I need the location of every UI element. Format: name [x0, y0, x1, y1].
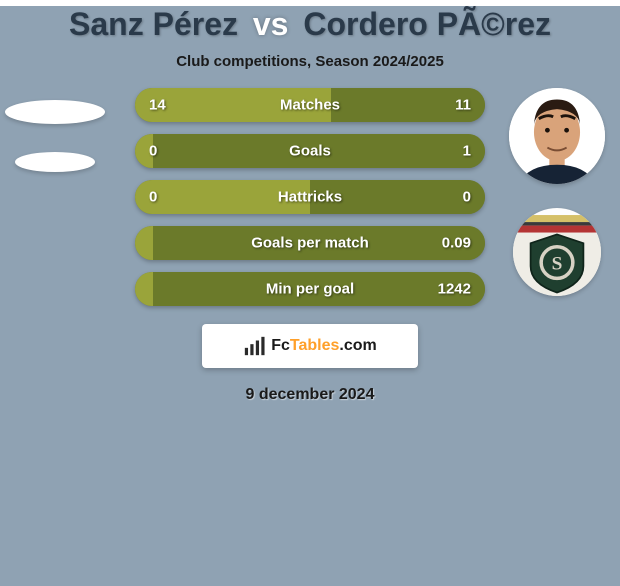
stat-row: Goals per match 0.09 [135, 226, 485, 260]
stat-label: Min per goal [266, 281, 354, 298]
logo-tables: Tables [290, 337, 340, 354]
left-avatar-column [0, 88, 110, 172]
svg-text:S: S [552, 254, 563, 275]
bar-chart-icon [243, 335, 265, 357]
fctables-text: FcTables.com [271, 337, 377, 355]
comparison-content: S 14 Matches 11 0 Goals 1 0 Hattricks 0 Goals per… [0, 88, 620, 306]
fctables-badge: FcTables.com [202, 324, 418, 368]
stat-left-value: 14 [149, 97, 166, 114]
face-icon [509, 88, 605, 184]
left-club-placeholder [15, 152, 95, 172]
logo-dotcom: .com [339, 337, 376, 354]
page: Sanz Pérez vs Cordero PÃ©rez Club compet… [0, 6, 620, 586]
club-shield-icon: S [513, 208, 601, 296]
stat-right-value: 1 [463, 143, 471, 160]
bar-left-segment [135, 226, 153, 260]
stat-row: 0 Hattricks 0 [135, 180, 485, 214]
stat-label: Goals [289, 143, 331, 160]
player2-name: Cordero PÃ©rez [303, 6, 551, 42]
stat-label: Matches [280, 97, 340, 114]
left-player-placeholder [5, 100, 105, 124]
stat-row: 0 Goals 1 [135, 134, 485, 168]
right-club-badge: S [513, 208, 601, 296]
page-title: Sanz Pérez vs Cordero PÃ©rez [0, 6, 620, 43]
subtitle: Club competitions, Season 2024/2025 [0, 53, 620, 70]
player1-name: Sanz Pérez [69, 6, 238, 42]
stat-bars: 14 Matches 11 0 Goals 1 0 Hattricks 0 Goals per m… [135, 88, 485, 306]
bar-left-segment [135, 272, 153, 306]
vs-label: vs [253, 6, 289, 42]
stat-right-value: 0 [463, 189, 471, 206]
stat-right-value: 0.09 [442, 235, 471, 252]
right-avatar-column: S [502, 88, 612, 296]
stat-row: Min per goal 1242 [135, 272, 485, 306]
stat-right-value: 11 [455, 97, 471, 114]
stat-label: Hattricks [278, 189, 342, 206]
stat-row: 14 Matches 11 [135, 88, 485, 122]
stat-right-value: 1242 [438, 281, 471, 298]
stat-label: Goals per match [251, 235, 369, 252]
date-label: 9 december 2024 [0, 386, 620, 404]
right-player-avatar [509, 88, 605, 184]
stat-left-value: 0 [149, 143, 157, 160]
logo-fc: Fc [271, 337, 290, 354]
stat-left-value: 0 [149, 189, 157, 206]
